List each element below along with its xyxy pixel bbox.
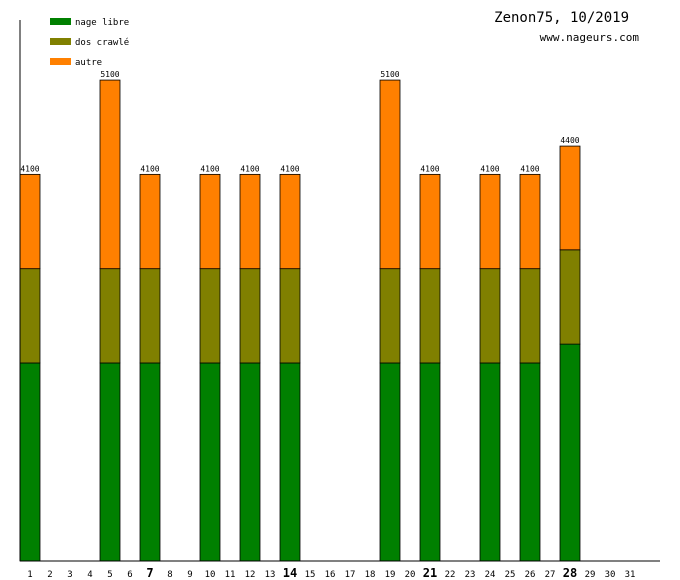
bar-segment-day-26-series-2 <box>519 268 541 364</box>
x-tick-label-day-25: 25 <box>505 570 516 580</box>
bar-segment-day-10-series-3 <box>199 173 221 270</box>
x-tick-label-day-18: 18 <box>365 570 376 580</box>
bar-segment-day-12-series-3 <box>239 173 261 270</box>
x-tick-label-day-28: 28 <box>563 566 577 580</box>
x-tick-label-day-26: 26 <box>525 570 536 580</box>
x-tick-label-day-8: 8 <box>167 570 172 580</box>
data-label-day-21: 4100 <box>420 164 439 173</box>
x-tick-label-day-31: 31 <box>625 570 636 580</box>
x-tick-label-day-22: 22 <box>445 570 456 580</box>
x-tick-label-day-12: 12 <box>245 570 256 580</box>
data-label-day-26: 4100 <box>520 164 539 173</box>
x-tick-label-day-19: 19 <box>385 570 396 580</box>
bar-segment-day-21-series-2 <box>419 268 441 364</box>
bar-segment-day-21-series-3 <box>419 173 441 270</box>
x-tick-label-day-2: 2 <box>47 570 52 580</box>
legend-label-3: autre <box>75 58 102 68</box>
x-tick-label-day-30: 30 <box>605 570 616 580</box>
data-label-day-12: 4100 <box>240 164 259 173</box>
x-tick-label-day-14: 14 <box>283 566 297 580</box>
x-tick-label-day-24: 24 <box>485 570 496 580</box>
bar-segment-day-5-series-2 <box>99 268 121 364</box>
x-tick-label-day-7: 7 <box>146 566 153 580</box>
bars-group <box>19 79 581 562</box>
bar-segment-day-14-series-1 <box>279 362 301 562</box>
x-tick-label-day-5: 5 <box>107 570 112 580</box>
bar-segment-day-14-series-2 <box>279 268 301 364</box>
chart-subtitle-website: www.nageurs.com <box>540 31 640 44</box>
x-tick-label-day-4: 4 <box>87 570 92 580</box>
bar-segment-day-12-series-2 <box>239 268 261 364</box>
x-tick-label-day-16: 16 <box>325 570 336 580</box>
chart-title: Zenon75, 10/2019 <box>494 10 629 26</box>
bar-segment-day-24-series-1 <box>479 362 501 562</box>
axes-group <box>19 20 660 562</box>
bar-segment-day-28-series-2 <box>559 249 581 345</box>
x-tick-label-day-10: 10 <box>205 570 216 580</box>
bar-segment-day-10-series-2 <box>199 268 221 364</box>
data-label-day-14: 4100 <box>280 164 299 173</box>
data-label-day-24: 4100 <box>480 164 499 173</box>
bar-segment-day-21-series-1 <box>419 362 441 562</box>
data-label-day-5: 5100 <box>100 70 119 79</box>
x-tick-label-day-20: 20 <box>405 570 416 580</box>
x-tick-label-day-9: 9 <box>187 570 192 580</box>
x-tick-label-day-11: 11 <box>225 570 236 580</box>
bar-segment-day-10-series-1 <box>199 362 221 562</box>
legend-swatch-1 <box>50 18 71 25</box>
data-label-day-28: 4400 <box>560 136 579 145</box>
x-tick-labels-group: 1 2 3 4 5 6 7 8 9 10 11 12 13 14 15 16 17 18 19 20 21 22 23 24 2… <box>27 566 635 580</box>
x-tick-label-day-3: 3 <box>67 570 72 580</box>
legend-label-1: nage libre <box>75 18 129 28</box>
data-label-day-10: 4100 <box>200 164 219 173</box>
x-tick-label-day-27: 27 <box>545 570 556 580</box>
data-label-day-1: 4100 <box>20 164 39 173</box>
x-tick-label-day-6: 6 <box>127 570 132 580</box>
bar-segment-day-28-series-3 <box>559 145 581 251</box>
x-tick-label-day-23: 23 <box>465 570 476 580</box>
legend-swatch-2 <box>50 38 71 45</box>
bar-segment-day-1-series-3 <box>19 173 41 270</box>
x-tick-label-day-1: 1 <box>27 570 32 580</box>
bar-segment-day-5-series-1 <box>99 362 121 562</box>
legend-label-2: dos crawlé <box>75 37 129 48</box>
bar-segment-day-14-series-3 <box>279 173 301 270</box>
bar-segment-day-19-series-3 <box>379 79 401 270</box>
data-label-day-7: 4100 <box>140 164 159 173</box>
legend-swatch-3 <box>50 58 71 65</box>
bar-segment-day-19-series-2 <box>379 268 401 364</box>
bar-segment-day-1-series-1 <box>19 362 41 562</box>
bar-segment-day-12-series-1 <box>239 362 261 562</box>
x-tick-label-day-17: 17 <box>345 570 356 580</box>
data-labels-group: 4100 5100 4100 4100 4100 4100 5100 4100 4100 4100… <box>20 70 579 173</box>
x-tick-label-day-13: 13 <box>265 570 276 580</box>
bar-segment-day-1-series-2 <box>19 268 41 364</box>
x-tick-label-day-21: 21 <box>423 566 437 580</box>
bar-segment-day-5-series-3 <box>99 79 121 270</box>
bar-segment-day-7-series-3 <box>139 173 161 270</box>
bar-segment-day-28-series-1 <box>559 343 581 562</box>
x-tick-label-day-29: 29 <box>585 570 596 580</box>
data-label-day-19: 5100 <box>380 70 399 79</box>
x-tick-label-day-15: 15 <box>305 570 316 580</box>
bar-segment-day-26-series-1 <box>519 362 541 562</box>
bar-segment-day-19-series-1 <box>379 362 401 562</box>
bar-segment-day-7-series-2 <box>139 268 161 364</box>
bar-segment-day-26-series-3 <box>519 173 541 270</box>
legend: nage libre dos crawlé autre <box>50 18 129 68</box>
bar-segment-day-24-series-2 <box>479 268 501 364</box>
bar-segment-day-24-series-3 <box>479 173 501 270</box>
bar-segment-day-7-series-1 <box>139 362 161 562</box>
